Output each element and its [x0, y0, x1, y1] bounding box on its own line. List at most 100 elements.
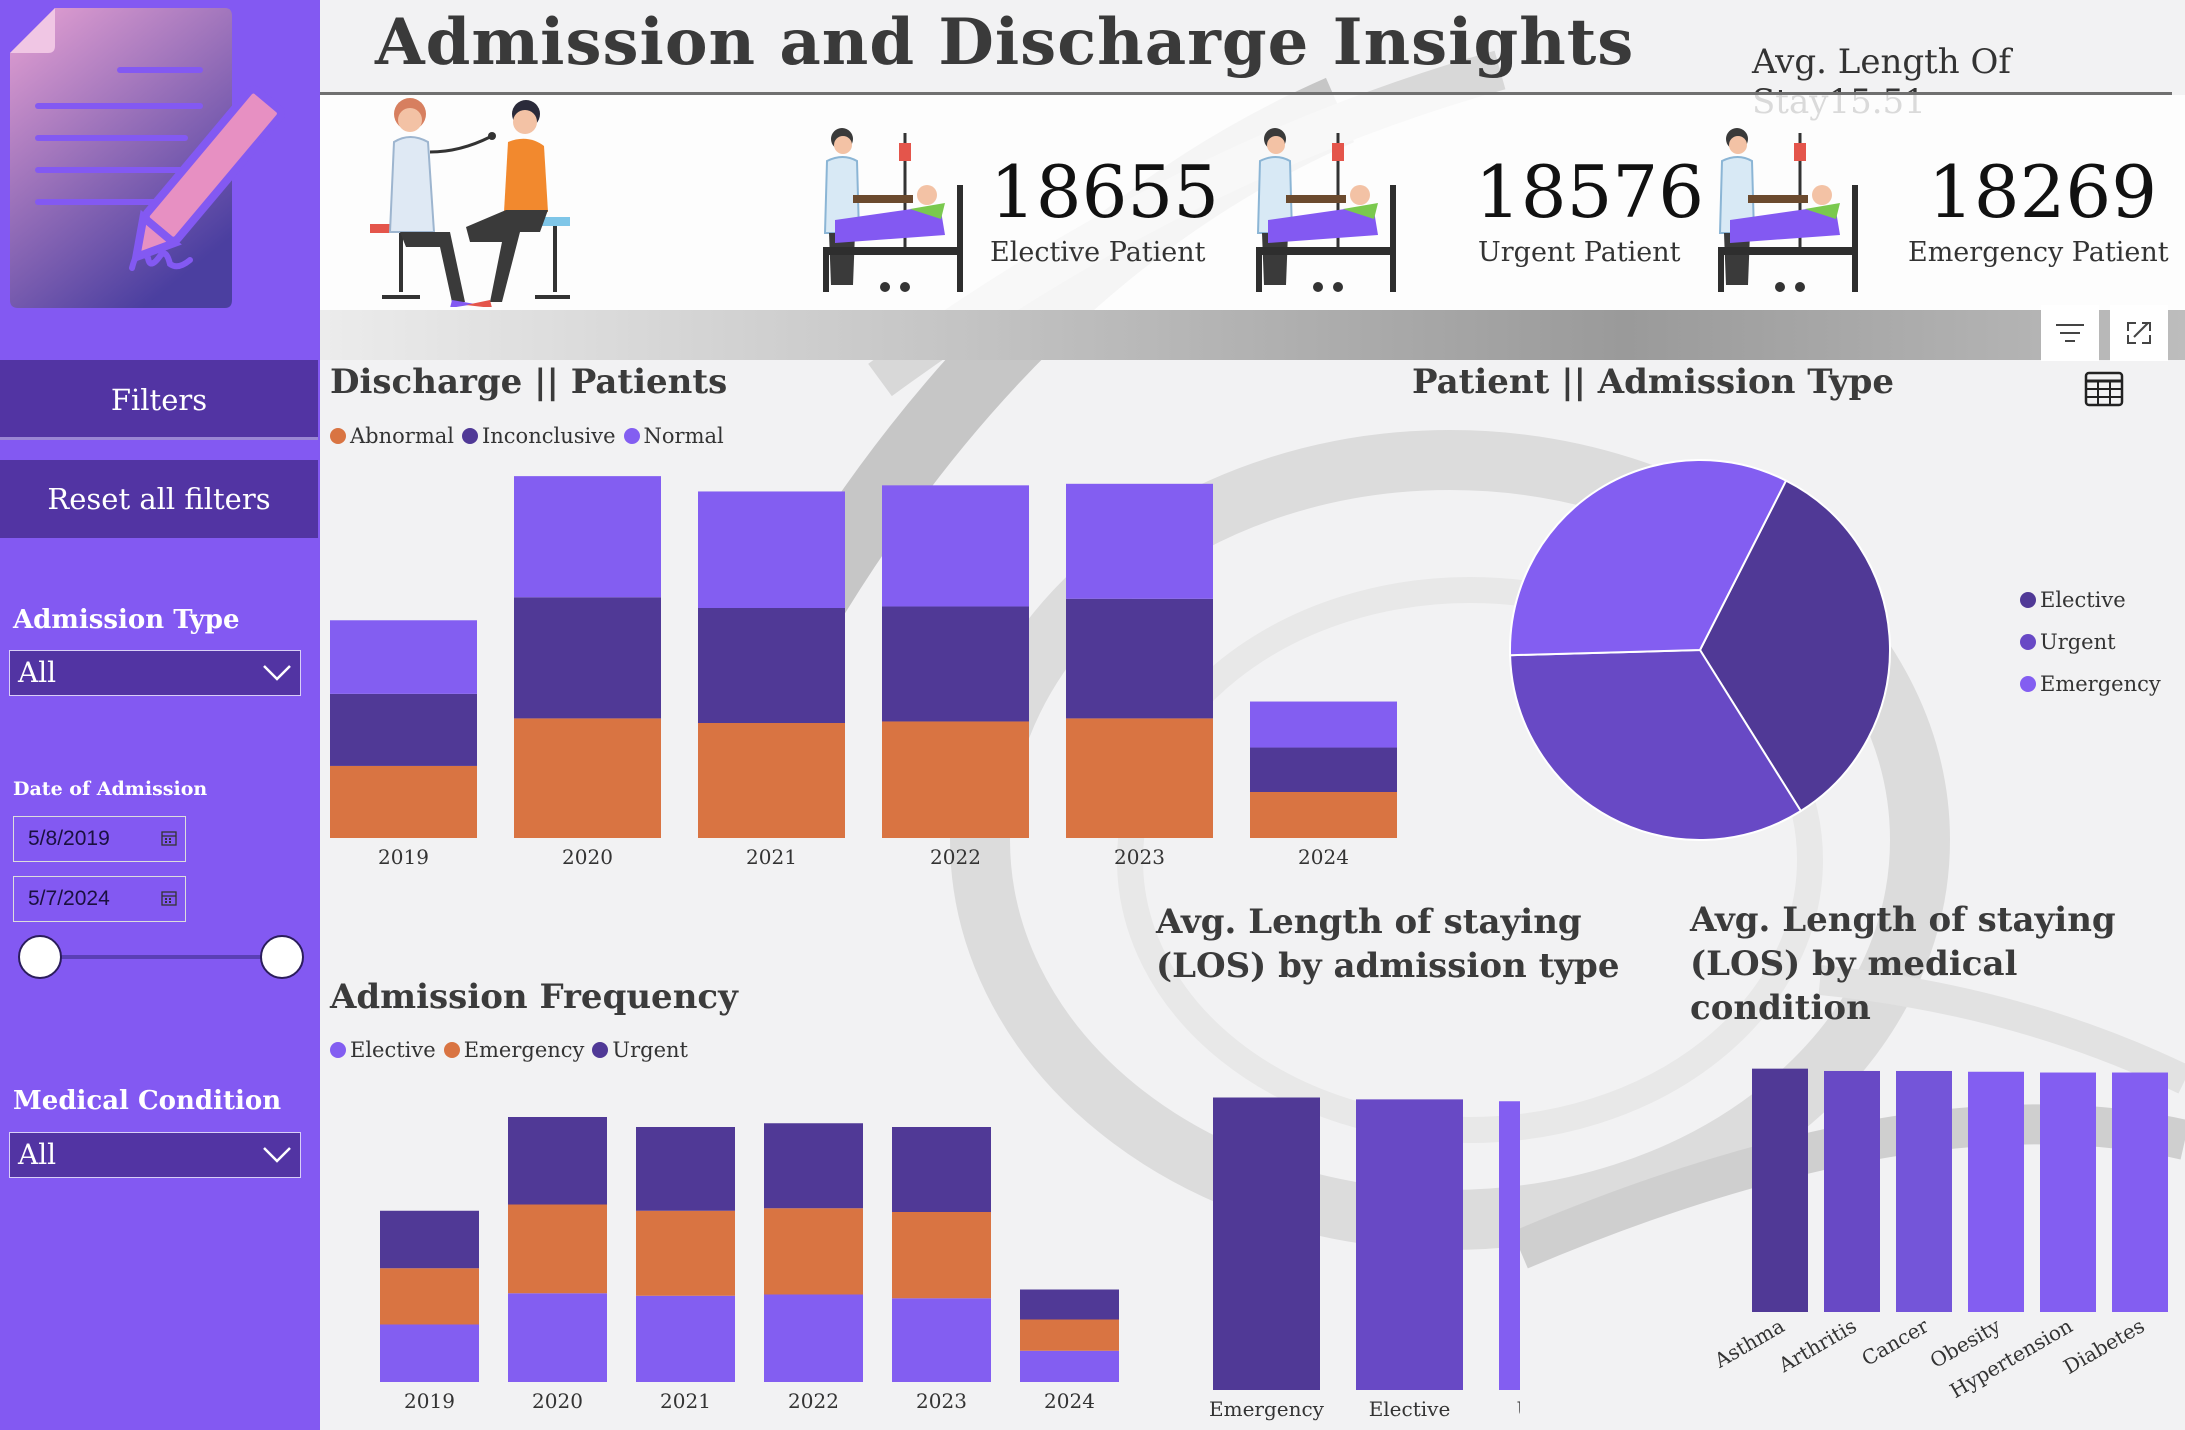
- document-signature-icon: [10, 8, 285, 308]
- bar-urgent-2020[interactable]: [508, 1117, 607, 1205]
- legend-label: Urgent: [612, 1038, 688, 1062]
- legend-label: Inconclusive: [481, 424, 616, 448]
- bar-urgent-2019[interactable]: [380, 1210, 479, 1269]
- legend-item-normal[interactable]: Normal: [623, 424, 724, 448]
- filter-icon: [2056, 324, 2084, 342]
- legend-item-urgent[interactable]: Urgent: [2020, 630, 2116, 654]
- bar-hypertension[interactable]: [2040, 1072, 2096, 1312]
- x-tick-label: Elective: [1369, 1397, 1451, 1421]
- date-to-input[interactable]: 5/7/2024: [13, 876, 186, 922]
- x-tick-label: 2020: [562, 845, 613, 869]
- date-of-admission-label: Date of Admission: [13, 778, 208, 800]
- x-tick-label: Cancer: [1858, 1313, 1933, 1370]
- legend-label: Abnormal: [350, 424, 454, 448]
- bar-urgent-2024[interactable]: [1020, 1289, 1119, 1320]
- bar-abnormal-2020[interactable]: [514, 718, 661, 838]
- legend-item-emergency[interactable]: Emergency: [443, 1038, 584, 1062]
- bar-urgent-2023[interactable]: [892, 1127, 991, 1212]
- legend-item-emergency[interactable]: Emergency: [2020, 672, 2161, 696]
- los-by-condition-title: Avg. Length of staying (LOS) by medical …: [1690, 900, 2116, 1028]
- bar-abnormal-2022[interactable]: [882, 721, 1029, 838]
- date-from-input[interactable]: 5/8/2019: [13, 816, 186, 862]
- admission-type-pie-chart: [1509, 459, 1891, 841]
- bar-normal-2020[interactable]: [514, 476, 661, 598]
- bar-elective-2019[interactable]: [380, 1324, 479, 1383]
- table-view-button[interactable]: [2080, 365, 2128, 413]
- bar-asthma[interactable]: [1752, 1068, 1808, 1312]
- nurse-bed-icon: [1256, 128, 1396, 292]
- bar-cancer[interactable]: [1896, 1070, 1952, 1312]
- medical-condition-dropdown[interactable]: All: [9, 1132, 301, 1178]
- pie-slice-urgent[interactable]: [1509, 648, 1803, 841]
- bar-urgent-2021[interactable]: [636, 1127, 735, 1211]
- focus-mode-button[interactable]: [2110, 305, 2168, 361]
- bar-inconclusive-2023[interactable]: [1066, 598, 1213, 719]
- medical-condition-value: All: [18, 1138, 57, 1171]
- bar-urgent[interactable]: [1499, 1101, 1520, 1390]
- filter-button[interactable]: [2041, 305, 2099, 361]
- bar-urgent-2022[interactable]: [764, 1123, 863, 1209]
- bar-abnormal-2024[interactable]: [1250, 792, 1397, 838]
- filters-button[interactable]: Filters: [0, 360, 318, 440]
- bar-elective-2021[interactable]: [636, 1295, 735, 1382]
- date-slider-start-handle[interactable]: [18, 935, 62, 979]
- bar-emergency-2022[interactable]: [764, 1208, 863, 1295]
- pie-slice-emergency[interactable]: [1509, 459, 1788, 657]
- date-slider-end-handle[interactable]: [260, 935, 304, 979]
- sidebar: Filters Reset all filters Admission Type…: [0, 0, 320, 1430]
- bar-emergency-2021[interactable]: [636, 1210, 735, 1296]
- x-tick-label: 2023: [1114, 845, 1165, 869]
- reset-filters-button[interactable]: Reset all filters: [0, 460, 318, 538]
- legend-item-elective[interactable]: Elective: [330, 1038, 436, 1062]
- bar-elective-2020[interactable]: [508, 1293, 607, 1382]
- expand-icon: [2127, 322, 2151, 344]
- x-tick-label: 2021: [746, 845, 797, 869]
- legend-item-elective[interactable]: Elective: [2020, 588, 2126, 612]
- bar-abnormal-2019[interactable]: [330, 765, 477, 838]
- emergency-patient-count: 18269: [1928, 150, 2158, 234]
- bar-emergency-2019[interactable]: [380, 1268, 479, 1325]
- x-tick-label: 2024: [1044, 1389, 1095, 1413]
- bar-normal-2022[interactable]: [882, 485, 1029, 607]
- bar-inconclusive-2021[interactable]: [698, 608, 845, 723]
- bar-emergency-2020[interactable]: [508, 1204, 607, 1294]
- bar-obesity[interactable]: [1968, 1071, 2024, 1312]
- x-tick-label: 2022: [788, 1389, 839, 1413]
- pie-slice-elective[interactable]: [1698, 479, 1891, 813]
- legend-label: Emergency: [2040, 672, 2161, 696]
- bar-elective-2023[interactable]: [892, 1298, 991, 1382]
- legend-item-inconclusive[interactable]: Inconclusive: [461, 424, 616, 448]
- legend-item-urgent[interactable]: Urgent: [592, 1038, 688, 1062]
- bar-elective[interactable]: [1356, 1099, 1463, 1390]
- bar-inconclusive-2019[interactable]: [330, 693, 477, 766]
- calendar-icon: [161, 891, 177, 906]
- bar-diabetes[interactable]: [2112, 1072, 2168, 1312]
- bar-inconclusive-2024[interactable]: [1250, 747, 1397, 792]
- bar-elective-2022[interactable]: [764, 1294, 863, 1383]
- date-slider-track[interactable]: [40, 955, 283, 959]
- bar-abnormal-2023[interactable]: [1066, 718, 1213, 838]
- title-divider: [320, 92, 2172, 95]
- legend-item-abnormal[interactable]: Abnormal: [330, 424, 454, 448]
- bar-normal-2021[interactable]: [698, 491, 845, 608]
- bar-elective-2024[interactable]: [1020, 1350, 1119, 1382]
- chevron-down-icon: [263, 665, 291, 681]
- bar-normal-2023[interactable]: [1066, 483, 1213, 599]
- x-tick-label: Hypertension: [1946, 1313, 2077, 1402]
- bar-abnormal-2021[interactable]: [698, 723, 845, 838]
- bar-inconclusive-2020[interactable]: [514, 597, 661, 719]
- discharge-chart-title: Discharge || Patients: [330, 362, 728, 402]
- bar-arthritis[interactable]: [1824, 1070, 1880, 1312]
- chevron-down-icon: [263, 1147, 291, 1163]
- bar-emergency-2024[interactable]: [1020, 1319, 1119, 1351]
- bar-emergency[interactable]: [1213, 1097, 1320, 1391]
- discharge-legend: Abnormal Inconclusive Normal: [330, 424, 724, 448]
- x-tick-label: 2022: [930, 845, 981, 869]
- admission-type-dropdown[interactable]: All: [9, 650, 301, 696]
- bar-emergency-2023[interactable]: [892, 1212, 991, 1299]
- bar-inconclusive-2022[interactable]: [882, 606, 1029, 722]
- los-by-admission-type-bar-chart: Emergency Elective Urgent: [1209, 1097, 1520, 1421]
- x-tick-label: 2019: [378, 845, 429, 869]
- bar-normal-2019[interactable]: [330, 620, 477, 694]
- bar-normal-2024[interactable]: [1250, 701, 1397, 748]
